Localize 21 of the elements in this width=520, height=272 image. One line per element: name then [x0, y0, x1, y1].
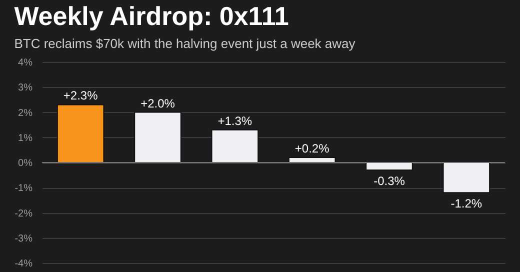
- chart-title: Weekly Airdrop: 0x111: [14, 1, 289, 31]
- bar: [442, 162, 490, 194]
- chart-subtitle: BTC reclaims $70k with the halving event just a week away: [14, 36, 356, 51]
- data-label: +0.2%: [294, 141, 330, 156]
- y-tick-label: -4%: [14, 258, 33, 270]
- bar: [56, 104, 104, 163]
- y-tick-label: 0%: [18, 158, 33, 169]
- bar: [134, 112, 182, 163]
- y-tick-label: -1%: [14, 183, 33, 194]
- data-label: +1.3%: [218, 114, 252, 128]
- y-tick-label: -3%: [14, 233, 33, 244]
- bar: [211, 129, 259, 163]
- data-label: +2.0%: [140, 96, 176, 110]
- data-label: -1.2%: [450, 196, 482, 211]
- y-tick-label: 1%: [18, 132, 33, 144]
- y-tick-label: 2%: [18, 108, 33, 119]
- y-tick-label: -2%: [14, 208, 33, 220]
- data-label: -0.3%: [374, 174, 406, 188]
- y-tick-label: 3%: [18, 82, 33, 94]
- data-label: +2.3%: [63, 88, 98, 103]
- y-tick-label: 4%: [18, 58, 33, 68]
